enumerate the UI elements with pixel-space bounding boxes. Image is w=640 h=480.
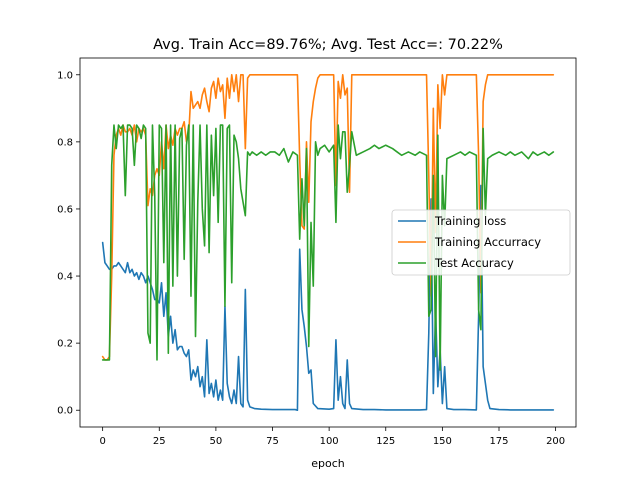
y-tick-label: 0.2 bbox=[57, 339, 73, 350]
y-tick-label: 0.4 bbox=[57, 272, 73, 283]
chart-title: Avg. Train Acc=89.76%; Avg. Test Acc=: 7… bbox=[153, 37, 503, 53]
series-layer bbox=[101, 73, 555, 412]
legend-label-1: Training Accurracy bbox=[434, 235, 541, 249]
x-tick-label: 200 bbox=[546, 436, 565, 447]
plot-frame bbox=[79, 57, 577, 428]
x-axis-label: epoch bbox=[311, 457, 345, 470]
y-tick-label: 0.0 bbox=[57, 406, 73, 417]
x-tick-label: 0 bbox=[99, 436, 105, 447]
x-tick-label: 100 bbox=[320, 436, 339, 447]
series-line-1 bbox=[101, 73, 555, 361]
legend-label-2: Test Accuracy bbox=[434, 256, 514, 270]
y-tick-label: 0.6 bbox=[57, 204, 73, 215]
x-tick-label: 50 bbox=[210, 436, 223, 447]
legend-box bbox=[391, 209, 571, 276]
legend: Training loss Training Accurracy Test Accu… bbox=[391, 209, 571, 276]
x-tick-label: 75 bbox=[266, 436, 279, 447]
legend-label-0: Training loss bbox=[434, 214, 506, 228]
x-tick-label: 175 bbox=[489, 436, 508, 447]
x-tick-label: 125 bbox=[376, 436, 395, 447]
x-tick-label: 25 bbox=[153, 436, 166, 447]
y-tick-label: 0.8 bbox=[57, 137, 73, 148]
y-axis: 0.0 0.2 0.4 0.6 0.8 1.0 bbox=[57, 70, 80, 417]
y-tick-label: 1.0 bbox=[57, 70, 73, 81]
x-tick-label: 150 bbox=[433, 436, 452, 447]
series-line-2 bbox=[101, 124, 555, 371]
x-axis: 0 25 50 75 100 125 150 175 200 bbox=[99, 427, 565, 447]
